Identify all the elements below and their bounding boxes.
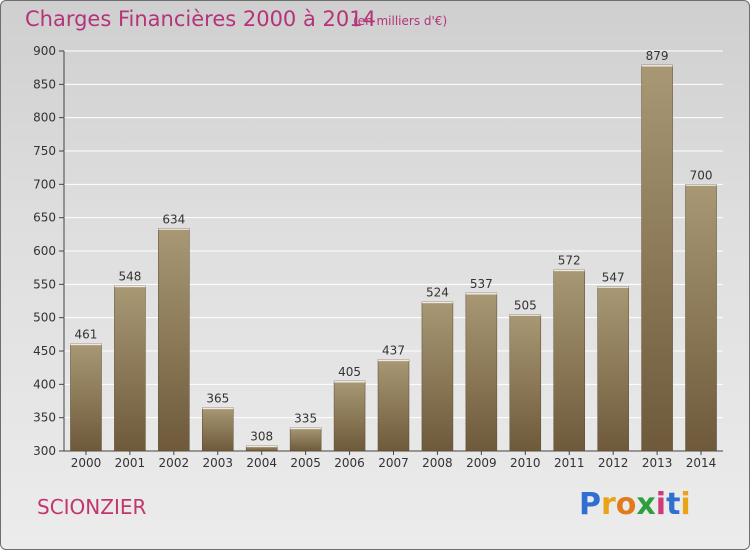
x-tick-label: 2009 [466,456,497,470]
bar-top-highlight [202,407,234,410]
bar-top-highlight [114,285,146,288]
y-tick-label: 550 [33,277,56,291]
x-tick-label: 2013 [642,456,673,470]
bar-top-highlight [158,228,190,230]
logo-letter: t [666,487,681,522]
proxiti-logo: Proxiti [579,487,691,522]
bar [333,380,366,452]
x-tick-label: 2002 [159,456,190,470]
bar-top-highlight [290,427,322,430]
logo-letter: P [579,487,601,522]
bar-value-label: 572 [558,254,581,268]
x-tick-label: 2011 [554,456,585,470]
bar-top-highlight [509,314,541,316]
bar-value-label: 547 [602,270,625,284]
bar-value-label: 537 [470,277,493,291]
bar [685,184,717,452]
chart-title: Charges Financières 2000 à 2014 [25,7,376,31]
bar [641,64,673,452]
bar-top-highlight [465,293,497,295]
bar [289,427,322,452]
bar [553,269,585,452]
bar [70,343,102,452]
y-tick-label: 900 [33,44,56,58]
x-tick-label: 2010 [510,456,541,470]
bar-value-label: 548 [118,270,141,284]
x-tick-label: 2014 [686,456,717,470]
bar-top-highlight [246,445,278,448]
y-tick-label: 800 [33,111,56,125]
x-tick-label: 2004 [246,456,277,470]
y-tick-label: 750 [33,144,56,158]
x-tick-label: 2006 [334,456,365,470]
logo-letter: x [636,487,656,522]
bar-value-label: 461 [75,328,98,342]
bar-top-highlight [685,184,717,186]
bar [597,286,629,452]
y-tick-label: 300 [33,444,56,458]
bar [509,314,542,452]
bar-top-highlight [641,65,673,67]
bar [377,359,410,452]
logo-letter: o [615,487,637,522]
bar [158,228,190,452]
x-tick-label: 2008 [422,456,453,470]
y-tick-label: 400 [33,377,56,391]
bar-value-label: 505 [514,298,537,312]
logo-letter: i [655,487,667,522]
bar-value-label: 879 [646,49,669,63]
logo-letter: i [680,487,691,522]
bar-top-highlight [421,301,453,304]
bar-value-label: 437 [382,344,405,358]
bar-value-label: 700 [690,168,713,182]
bar-value-label: 405 [338,365,361,379]
bar-value-label: 524 [426,286,449,300]
bar-top-highlight [597,286,629,288]
bar [421,301,454,452]
bar-top-highlight [334,381,366,383]
y-tick-label: 350 [33,411,56,425]
y-tick-label: 700 [33,177,56,191]
x-tick-label: 2000 [71,456,102,470]
y-tick-label: 650 [33,211,56,225]
x-tick-label: 2012 [598,456,629,470]
y-tick-label: 850 [33,77,56,91]
x-tick-label: 2007 [378,456,409,470]
y-tick-label: 600 [33,244,56,258]
logo-letter: r [601,487,616,522]
bar-top-highlight [553,269,585,272]
x-tick-label: 2001 [115,456,146,470]
bar-value-label: 335 [294,412,317,426]
bar-value-label: 308 [250,430,273,444]
bar-top-highlight [70,343,102,346]
y-tick-label: 450 [33,344,56,358]
city-name: SCIONZIER [37,495,147,519]
bar-value-label: 365 [206,392,229,406]
bar-top-highlight [378,359,409,362]
bar [114,285,146,452]
x-tick-label: 2003 [202,456,233,470]
y-tick-label: 500 [33,311,56,325]
bar-value-label: 634 [162,212,185,226]
x-tick-label: 2005 [290,456,321,470]
bar [465,292,498,452]
chart-subtitle: (en milliers d'€) [353,14,448,28]
bar [202,407,234,452]
